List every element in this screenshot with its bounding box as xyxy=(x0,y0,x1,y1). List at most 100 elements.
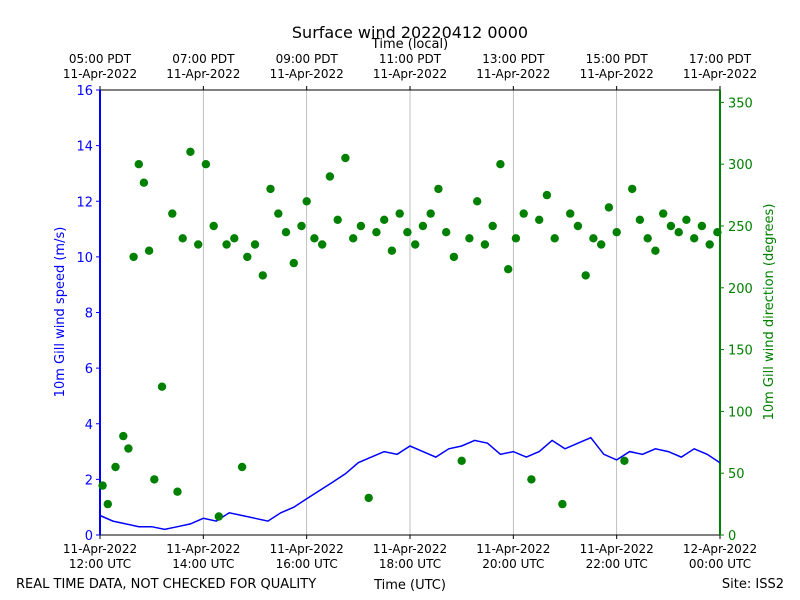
top-tick-date: 11-Apr-2022 xyxy=(270,67,344,81)
wind-direction-point xyxy=(222,240,231,249)
bottom-tick-time: 16:00 UTC xyxy=(276,557,338,571)
top-tick-time: 11:00 PDT xyxy=(379,52,442,66)
series-layer xyxy=(98,147,722,531)
wind-direction-point xyxy=(124,444,133,453)
top-tick-date: 11-Apr-2022 xyxy=(683,67,757,81)
wind-direction-point xyxy=(457,456,466,465)
wind-direction-point xyxy=(380,215,389,224)
right-tick-label: 50 xyxy=(728,467,745,482)
left-tick-label: 2 xyxy=(85,473,93,488)
wind-direction-point xyxy=(186,147,195,156)
wind-direction-point xyxy=(274,209,283,218)
wind-direction-point xyxy=(604,203,614,212)
wind-direction-point xyxy=(289,258,298,268)
top-tick-date: 11-Apr-2022 xyxy=(63,67,137,81)
left-tick-label: 10 xyxy=(76,251,93,266)
bottom-tick-time: 12:00 UTC xyxy=(69,557,131,571)
wind-direction-point xyxy=(628,184,637,194)
wind-direction-point xyxy=(535,215,544,224)
wind-direction-point xyxy=(139,178,149,187)
wind-direction-point xyxy=(620,456,629,465)
wind-direction-point xyxy=(496,160,505,169)
wind-direction-point xyxy=(465,234,474,243)
bottom-tick-time: 22:00 UTC xyxy=(586,557,648,571)
wind-direction-point xyxy=(449,252,459,262)
wind-direction-point xyxy=(310,234,319,243)
bottom-tick-date: 11-Apr-2022 xyxy=(373,542,447,556)
wind-direction-point xyxy=(372,228,381,237)
bottom-tick-date: 11-Apr-2022 xyxy=(166,542,240,556)
quality-note: REAL TIME DATA, NOT CHECKED FOR QUALITY xyxy=(16,577,316,592)
top-tick-time: 13:00 PDT xyxy=(482,52,545,66)
wind-direction-point xyxy=(250,240,260,249)
wind-direction-point xyxy=(643,234,652,243)
wind-direction-point xyxy=(134,160,143,169)
wind-direction-point xyxy=(150,475,159,484)
wind-direction-point xyxy=(442,228,451,237)
wind-direction-point xyxy=(98,481,107,490)
x-axis-label: Time (UTC) xyxy=(373,578,446,593)
bottom-tick-time: 00:00 UTC xyxy=(689,557,751,571)
wind-direction-point xyxy=(178,234,187,243)
top-tick-date: 11-Apr-2022 xyxy=(580,67,654,81)
wind-direction-point xyxy=(395,209,404,218)
wind-direction-point xyxy=(690,234,699,243)
wind-direction-point xyxy=(403,228,412,237)
wind-direction-point xyxy=(157,382,167,391)
wind-direction-point xyxy=(411,240,420,249)
wind-direction-point xyxy=(258,271,267,280)
bottom-tick-date: 11-Apr-2022 xyxy=(476,542,550,556)
top-tick-time: 15:00 PDT xyxy=(586,52,649,66)
left-tick-label: 16 xyxy=(76,84,93,99)
wind-direction-point xyxy=(659,209,668,218)
top-tick-time: 17:00 PDT xyxy=(689,52,752,66)
wind-direction-point xyxy=(426,209,435,218)
wind-direction-point xyxy=(713,228,722,237)
right-tick-label: 200 xyxy=(728,282,753,297)
wind-direction-point xyxy=(418,221,428,231)
wind-direction-point xyxy=(230,234,239,243)
wind-direction-point xyxy=(511,234,521,243)
top-tick-time: 05:00 PDT xyxy=(69,52,132,66)
wind-direction-point xyxy=(243,252,252,262)
wind-direction-point xyxy=(111,462,120,472)
wind-direction-point xyxy=(119,431,128,441)
wind-direction-point xyxy=(527,475,536,484)
wind-direction-point xyxy=(129,252,138,262)
chart-title: Surface wind 20220412 0000 xyxy=(292,23,528,42)
bottom-tick-time: 18:00 UTC xyxy=(379,557,441,571)
bottom-tick-date: 11-Apr-2022 xyxy=(580,542,654,556)
wind-direction-point xyxy=(473,197,482,206)
wind-direction-point xyxy=(237,462,247,472)
top-tick-date: 11-Apr-2022 xyxy=(373,67,447,81)
wind-direction-point xyxy=(674,228,683,237)
wind-direction-point xyxy=(266,184,275,194)
wind-direction-point xyxy=(573,221,583,231)
top-tick-time: 09:00 PDT xyxy=(276,52,339,66)
wind-direction-point xyxy=(651,246,660,255)
wind-direction-point xyxy=(144,246,154,255)
right-tick-label: 150 xyxy=(728,344,753,359)
left-tick-label: 8 xyxy=(85,307,93,322)
bottom-tick-time: 14:00 UTC xyxy=(172,557,234,571)
wind-direction-point xyxy=(209,221,218,231)
wind-direction-point xyxy=(434,184,443,194)
wind-direction-point xyxy=(387,246,397,255)
right-tick-label: 100 xyxy=(728,405,753,420)
wind-direction-point xyxy=(281,228,291,237)
wind-direction-point xyxy=(318,240,327,249)
wind-direction-point xyxy=(666,221,676,231)
wind-direction-point xyxy=(504,265,513,274)
wind-direction-point xyxy=(705,240,714,249)
wind-direction-point xyxy=(201,160,211,169)
left-axis-label: 10m Gill wind speed (m/s) xyxy=(53,227,68,398)
wind-direction-point xyxy=(325,172,335,181)
wind-direction-point xyxy=(566,209,575,218)
wind-direction-point xyxy=(194,240,203,249)
left-tick-label: 6 xyxy=(85,362,93,377)
wind-direction-point xyxy=(173,487,182,496)
top-tick-date: 11-Apr-2022 xyxy=(476,67,550,81)
wind-direction-point xyxy=(542,190,552,200)
wind-direction-point xyxy=(297,221,306,231)
